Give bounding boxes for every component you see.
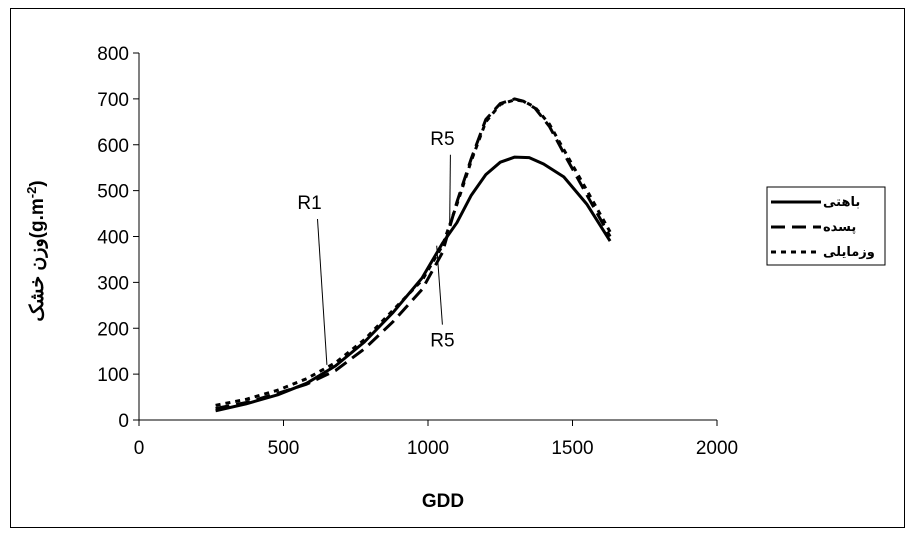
annotations: R1 R5 R5 [297, 129, 455, 365]
y-axis-title-group: وزن خشک(g.m-2) [24, 180, 49, 321]
series-layer [215, 97, 612, 413]
annotation-label-3: R5 [430, 331, 454, 352]
chart-axes: 0 100 200 300 400 500 600 700 800 0 500 1000 1500 200… [97, 44, 738, 459]
y-axis-title-close: ) [27, 180, 48, 186]
y-axis-title-sup: -2 [24, 187, 39, 199]
annotation-leader-2 [449, 154, 451, 223]
x-tick-label: 0 [134, 438, 145, 459]
legend-label-1: باهتی [823, 195, 860, 210]
annotation-leader-3 [436, 245, 443, 325]
y-tick-label: 200 [97, 319, 129, 340]
y-axis-title-base: وزن خشک(g.m [27, 198, 48, 321]
series-line-1 [215, 155, 612, 413]
x-tick-label: 500 [268, 438, 300, 459]
y-tick-label: 100 [97, 365, 129, 386]
y-axis-title: وزن خشک(g.m-2) [24, 180, 49, 321]
line-chart: 0 100 200 300 400 500 600 700 800 0 500 1000 1500 200… [24, 44, 886, 512]
y-tick-label: 0 [118, 411, 129, 432]
x-tick-label: 1000 [407, 438, 449, 459]
series-line-3 [215, 98, 612, 407]
x-tick-label: 1500 [551, 438, 593, 459]
y-tick-label: 400 [97, 228, 129, 249]
y-tick-label: 700 [97, 90, 129, 111]
legend-box [766, 186, 886, 266]
annotation-label-1: R1 [297, 193, 321, 214]
y-tick-label: 500 [97, 182, 129, 203]
legend-label-2: پسده [823, 220, 856, 235]
y-tick-label: 800 [97, 44, 129, 65]
y-tick-label: 600 [97, 136, 129, 157]
x-axis-title: GDD [422, 491, 464, 512]
legend: باهتی پسده وزمایلی [766, 186, 886, 266]
chart-frame: 0 100 200 300 400 500 600 700 800 0 500 1000 1500 200… [10, 8, 905, 528]
legend-label-3: وزمایلی [823, 245, 875, 260]
annotation-leader-1 [317, 218, 328, 365]
series-line-2 [215, 97, 612, 410]
x-tick-label: 2000 [696, 438, 738, 459]
annotation-label-2: R5 [430, 129, 454, 150]
y-tick-label: 300 [97, 273, 129, 294]
